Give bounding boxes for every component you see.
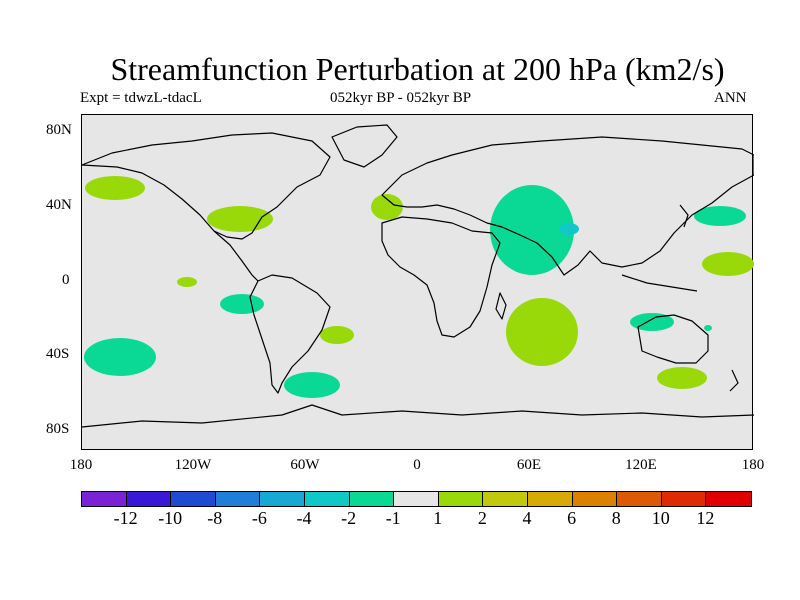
lon-tick-label: 120W <box>174 457 212 473</box>
colorbar-label: -4 <box>296 508 312 528</box>
colorbar-label: 10 <box>651 508 670 528</box>
colorbar <box>81 491 752 507</box>
africa-outline <box>381 216 501 338</box>
colorbar-label: -1 <box>385 508 401 528</box>
map-title: Streamfunction Perturbation at 200 hPa (… <box>110 51 725 87</box>
colorbar-swatch <box>394 492 439 506</box>
coastlines <box>82 124 754 428</box>
colorbar-label: -8 <box>207 508 223 528</box>
negative-core-regions <box>559 223 579 235</box>
colorbar-swatch <box>349 492 395 506</box>
map-svg <box>82 124 754 428</box>
season-label: ANN <box>714 90 747 106</box>
lat-tick-label: 80S <box>46 421 70 437</box>
colorbar-swatch <box>706 492 751 506</box>
madagascar-outline <box>495 292 507 320</box>
colorbar-label: 2 <box>477 508 487 528</box>
negative-anomaly-regions <box>84 185 746 398</box>
positive-anomaly-regions <box>85 176 754 389</box>
lon-tick-label: 180 <box>69 457 93 473</box>
colorbar-swatch <box>661 492 707 506</box>
world-map-panel <box>81 114 754 450</box>
colorbar-swatch <box>260 492 305 506</box>
new-zealand-outline <box>729 369 739 392</box>
lat-tick-label: 80N <box>46 122 72 138</box>
colorbar-swatch <box>483 492 528 506</box>
colorbar-swatch <box>617 492 662 506</box>
central-america-outline <box>213 230 259 282</box>
lon-tick-label: 180 <box>741 457 765 473</box>
japan-outline <box>679 204 689 228</box>
indonesia-outline <box>621 274 698 292</box>
colorbar-swatch <box>527 492 573 506</box>
lon-tick-label: 60W <box>290 457 320 473</box>
lon-tick-label: 60E <box>516 457 542 473</box>
colorbar-swatch <box>171 492 216 506</box>
colorbar-label: 8 <box>611 508 621 528</box>
colorbar-label: 12 <box>696 508 715 528</box>
colorbar-label: 6 <box>567 508 577 528</box>
colorbar-swatch <box>304 492 350 506</box>
colorbar-swatch <box>215 492 261 506</box>
north-america-outline <box>82 132 331 240</box>
lat-tick-label: 0 <box>62 272 70 288</box>
colorbar-label: -12 <box>113 508 138 528</box>
colorbar-label: 4 <box>522 508 532 528</box>
greenland-outline <box>331 124 398 168</box>
antarctica-outline <box>82 404 754 428</box>
experiment-label: Expt = tdwzL-tdacL <box>80 90 202 106</box>
colorbar-label: -6 <box>251 508 267 528</box>
lat-tick-label: 40S <box>46 346 70 362</box>
lon-tick-label: 0 <box>413 457 421 473</box>
colorbar-label: 1 <box>433 508 443 528</box>
colorbar-label: -10 <box>158 508 183 528</box>
colorbar-swatch <box>82 492 127 506</box>
period-label: 052kyr BP - 052kyr BP <box>330 90 472 106</box>
colorbar-swatch <box>438 492 484 506</box>
colorbar-swatch <box>126 492 172 506</box>
australia-outline <box>637 314 709 364</box>
lon-tick-label: 120E <box>625 457 657 473</box>
eurasia-outline <box>381 136 754 276</box>
south-america-outline <box>249 274 331 394</box>
colorbar-label: -2 <box>341 508 357 528</box>
lat-tick-label: 40N <box>46 197 72 213</box>
colorbar-swatch <box>572 492 618 506</box>
